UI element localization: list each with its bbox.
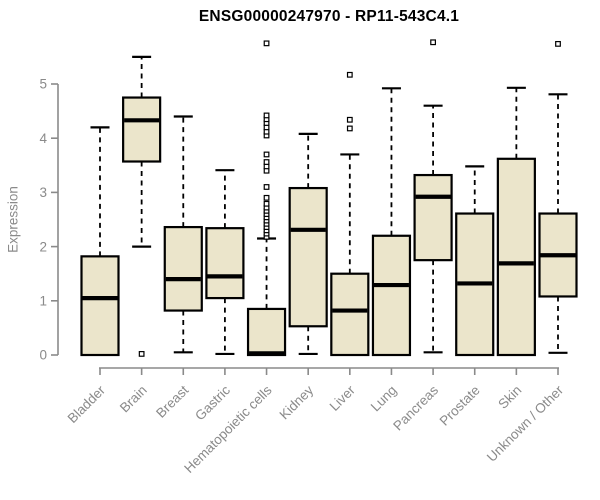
y-tick-label: 1 (39, 294, 47, 309)
outlier-point-hematopoietic-cells (263, 151, 270, 158)
outlier-point-liver (346, 116, 353, 123)
outlier-point-hematopoietic-cells (263, 194, 270, 201)
x-tick-label-kidney: Kidney (277, 382, 317, 422)
outlier-point-hematopoietic-cells (263, 40, 270, 47)
x-tick-label-liver: Liver (327, 382, 359, 414)
y-tick-label: 3 (39, 185, 47, 200)
outlier-point-unknown-other (555, 40, 561, 47)
box-brain (122, 96, 162, 163)
x-tick-label-gastric: Gastric (192, 382, 233, 423)
box-lung (371, 234, 412, 357)
outlier-point-hematopoietic-cells (263, 112, 270, 119)
x-tick-label-pancreas: Pancreas (390, 382, 441, 433)
outlier-point-hematopoietic-cells (263, 159, 270, 165)
box-gastric (205, 227, 245, 300)
box-bladder (80, 255, 120, 357)
x-tick-label-brain: Brain (117, 383, 150, 416)
box-breast (163, 225, 203, 312)
x-tick-label-skin: Skin (495, 383, 524, 412)
outlier-point-hematopoietic-cells (263, 200, 270, 207)
outlier-point-liver (346, 125, 353, 132)
box-kidney (288, 186, 328, 328)
y-axis-title: Expression (5, 186, 21, 253)
outlier-point-liver (346, 71, 353, 78)
chart-title: ENSG00000247970 - RP11-543C4.1 (198, 8, 460, 25)
x-tick-label-prostate: Prostate (437, 383, 483, 429)
box-skin (496, 157, 536, 357)
y-tick-label: 5 (39, 77, 47, 92)
x-tick-label-breast: Breast (153, 382, 191, 420)
x-tick-label-unknown-other: Unknown / Other (484, 382, 567, 465)
x-tick-label-bladder: Bladder (65, 382, 109, 426)
x-tick-label-lung: Lung (368, 383, 400, 415)
outlier-point-pancreas (430, 39, 436, 46)
outlier-point-brain (138, 351, 145, 357)
y-tick-label: 4 (39, 131, 47, 146)
outlier-point-hematopoietic-cells (263, 184, 270, 190)
y-tick-label: 2 (39, 239, 47, 254)
box-liver (330, 272, 370, 357)
box-hematopoietic-cells (246, 307, 287, 357)
box-pancreas (413, 173, 453, 262)
y-tick-label: 0 (39, 348, 47, 363)
